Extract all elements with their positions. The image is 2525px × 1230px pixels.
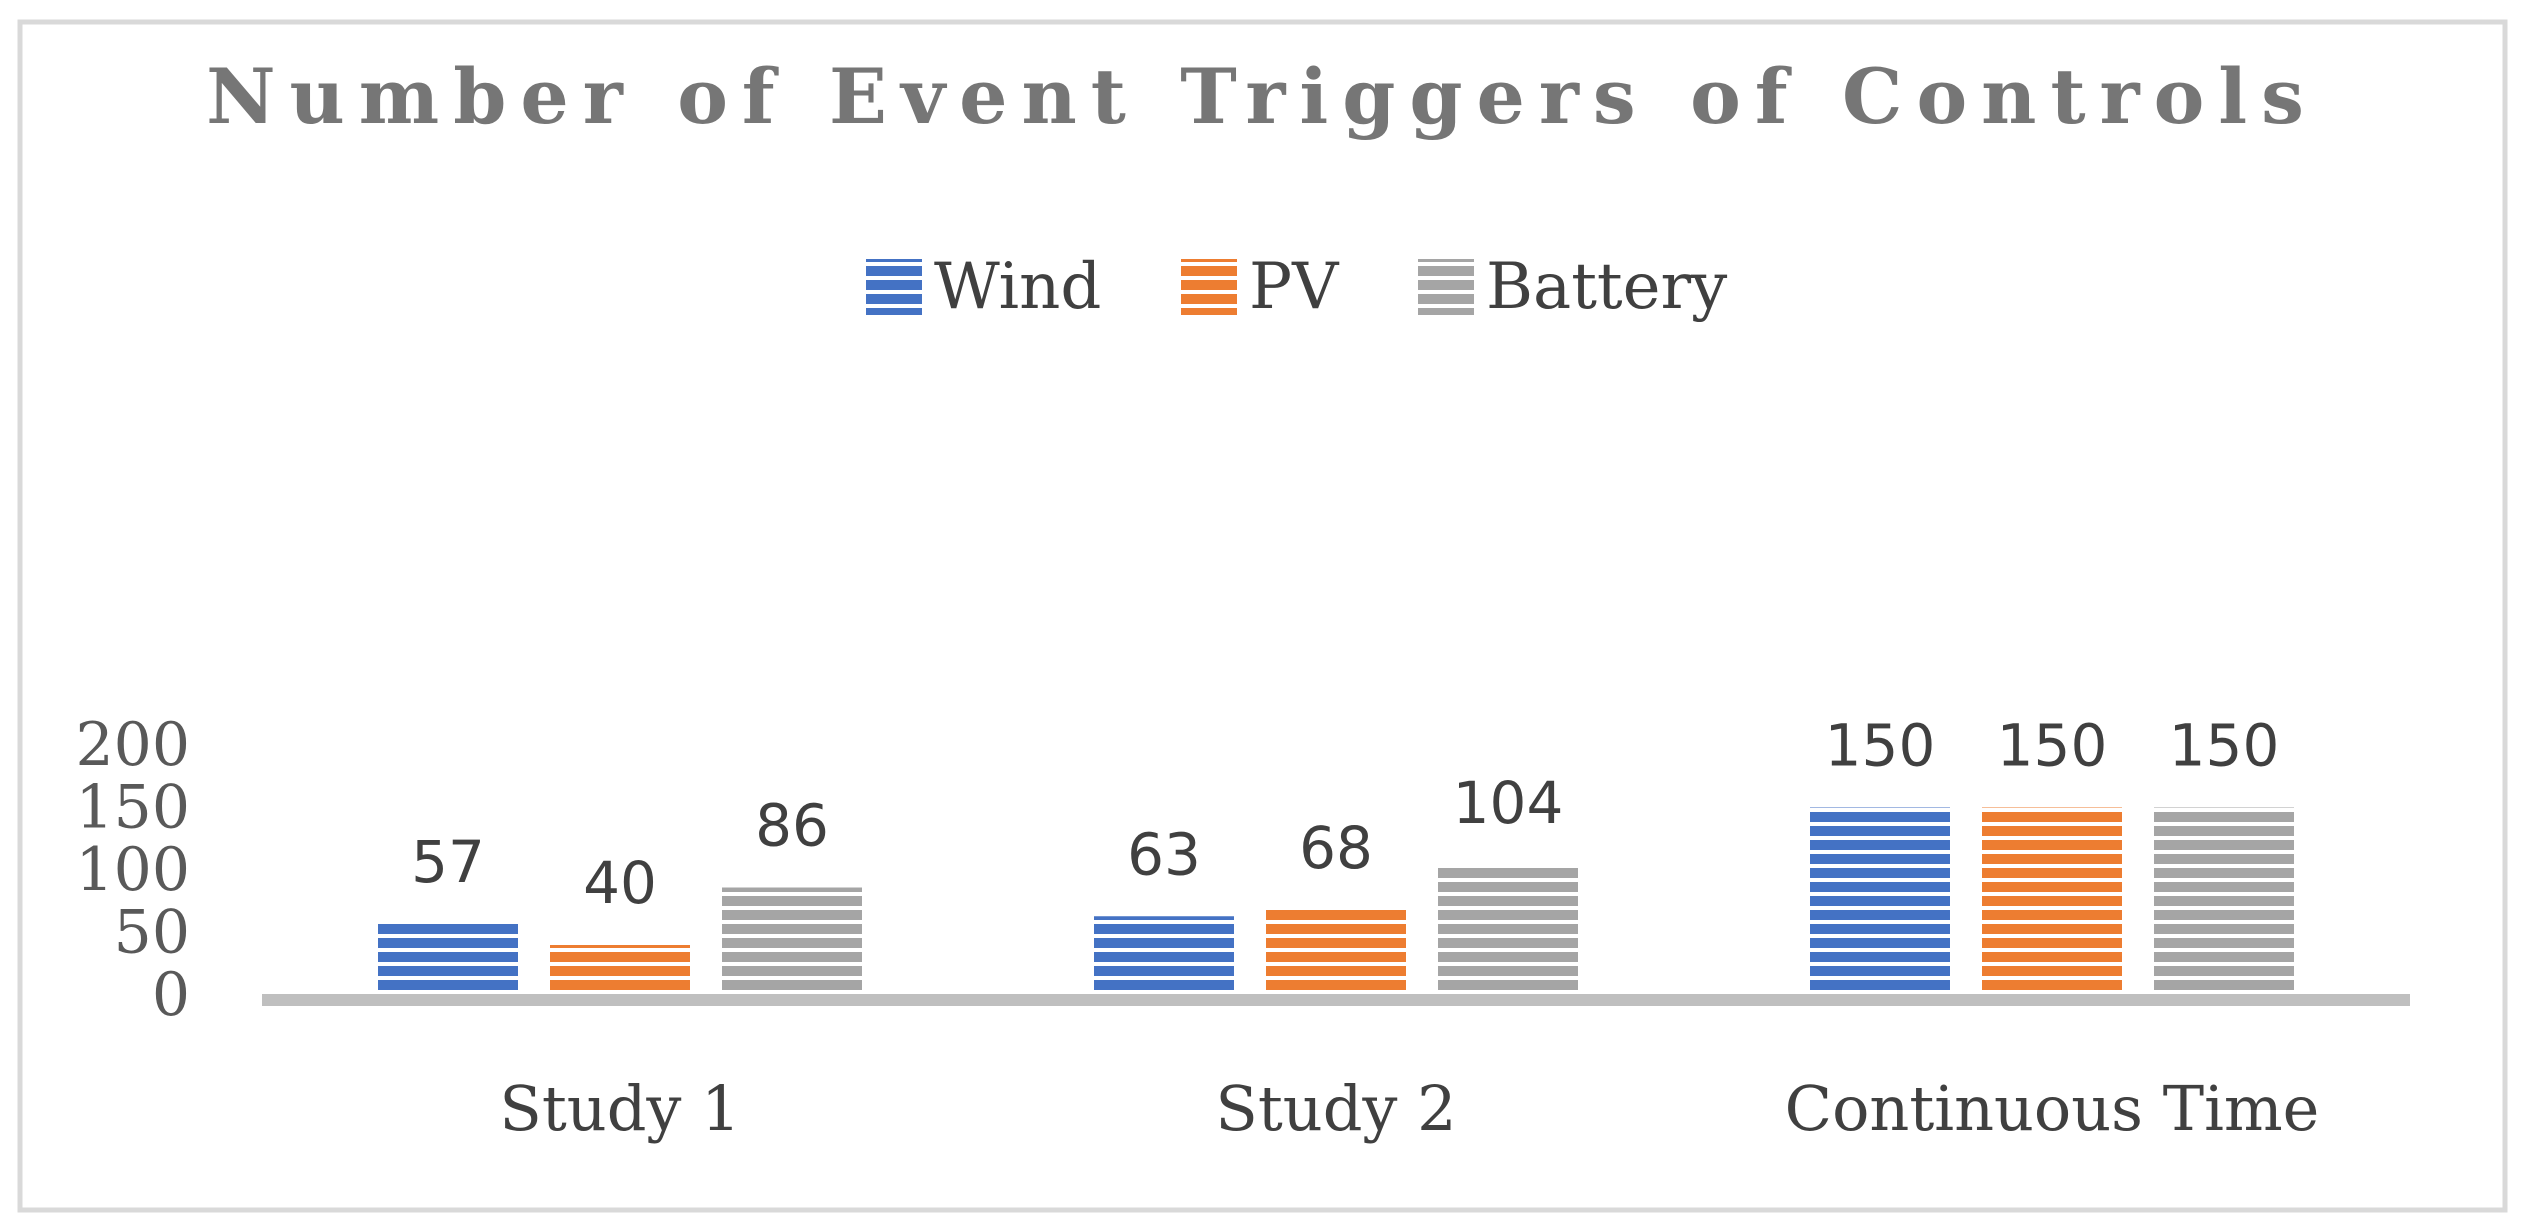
data-label-pv-1: 40 bbox=[583, 849, 657, 917]
data-label-battery-2: 104 bbox=[1453, 769, 1564, 837]
y-tick-label: 100 bbox=[75, 835, 190, 905]
bar-pv-3 bbox=[1982, 807, 2122, 995]
bar-battery-1 bbox=[722, 887, 862, 995]
data-label-battery-1: 86 bbox=[755, 792, 829, 860]
x-axis: Study 1 Study 2 Continuous Time bbox=[499, 1072, 2319, 1145]
bar-pv-2 bbox=[1266, 910, 1406, 995]
legend: Wind PV Battery bbox=[866, 250, 1727, 324]
y-tick-label: 150 bbox=[75, 773, 190, 843]
legend-label-pv: PV bbox=[1249, 250, 1340, 324]
chart-border bbox=[17, 19, 2508, 1213]
data-label-wind-1: 57 bbox=[411, 828, 485, 896]
x-tick-label: Study 1 bbox=[499, 1072, 740, 1145]
legend-label-battery: Battery bbox=[1486, 250, 1727, 324]
data-label-wind-2: 63 bbox=[1127, 820, 1201, 888]
bar-wind-3 bbox=[1810, 807, 1950, 995]
data-label-battery-3: 150 bbox=[2169, 712, 2280, 780]
x-tick-label: Continuous Time bbox=[1785, 1072, 2320, 1145]
bar-battery-3 bbox=[2154, 807, 2294, 995]
legend-swatch-pv bbox=[1181, 259, 1237, 315]
legend-swatch-battery bbox=[1418, 259, 1474, 315]
y-tick-label: 200 bbox=[75, 710, 190, 780]
x-tick-label: Study 2 bbox=[1215, 1072, 1456, 1145]
legend-label-wind: Wind bbox=[934, 250, 1101, 324]
y-tick-label: 50 bbox=[114, 898, 190, 968]
data-label-wind-3: 150 bbox=[1825, 712, 1936, 780]
data-label-pv-3: 150 bbox=[1997, 712, 2108, 780]
bar-battery-2 bbox=[1438, 865, 1578, 995]
chart-title: Number of Event Triggers of Controls bbox=[206, 52, 2318, 141]
bars: 57 40 86 63 68 104 150 150 150 bbox=[378, 712, 2294, 995]
bar-wind-1 bbox=[378, 923, 518, 995]
bar-wind-2 bbox=[1094, 916, 1234, 995]
data-label-pv-2: 68 bbox=[1299, 814, 1373, 882]
legend-swatch-wind bbox=[866, 259, 922, 315]
y-tick-label: 0 bbox=[152, 960, 190, 1030]
bar-pv-1 bbox=[550, 945, 690, 995]
